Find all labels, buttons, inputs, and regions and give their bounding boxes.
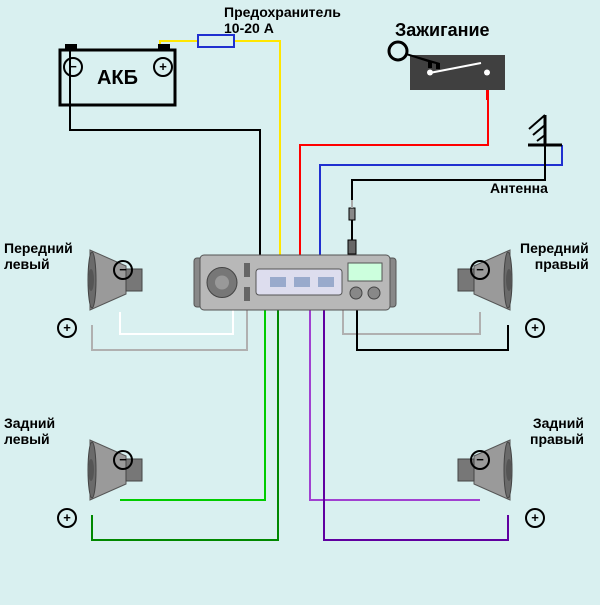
antenna-plug [348, 240, 356, 254]
minus-terminal: − [470, 450, 490, 470]
speaker-front-left [88, 250, 142, 310]
ignition-label: Зажигание [395, 20, 490, 41]
wiring-diagram: АКБ Предохранитель 10-20 А Зажигание Ант… [0, 0, 600, 600]
speaker-rear-left [88, 440, 142, 500]
speaker-front-right [458, 250, 512, 310]
fr-neg-grey [343, 310, 480, 334]
fl-pos-grey [92, 310, 247, 350]
minus-terminal: − [470, 260, 490, 280]
fuse [198, 35, 234, 47]
diagram-svg: АКБ [0, 0, 600, 600]
rl-label: Задний левый [4, 415, 55, 447]
ant-power-blue [320, 145, 562, 255]
key-icon [389, 42, 407, 60]
rr-neg-violet [310, 310, 480, 500]
antenna-label: Антенна [490, 180, 548, 196]
rl-pos-green [92, 310, 278, 540]
plus-terminal: + [525, 508, 545, 528]
plus-terminal: + [57, 508, 77, 528]
fr-pos-black [357, 310, 508, 350]
minus-terminal: − [113, 260, 133, 280]
ign-red [300, 90, 488, 255]
plus-terminal: + [153, 57, 173, 77]
rr-pos-purple [324, 310, 508, 540]
minus-terminal: − [63, 57, 83, 77]
fuse-label: Предохранитель 10-20 А [224, 4, 341, 36]
svg-text:АКБ: АКБ [97, 67, 138, 89]
plus-terminal: + [525, 318, 545, 338]
rr-label: Задний правый [530, 415, 584, 447]
bat-plus-yellow [160, 41, 280, 255]
minus-terminal: − [113, 450, 133, 470]
speaker-rear-right [458, 440, 512, 500]
fl-label: Передний левый [4, 240, 73, 272]
ant-coax [352, 145, 545, 252]
plus-terminal: + [57, 318, 77, 338]
fl-neg-white [120, 310, 233, 334]
fr-label: Передний правый [520, 240, 589, 272]
